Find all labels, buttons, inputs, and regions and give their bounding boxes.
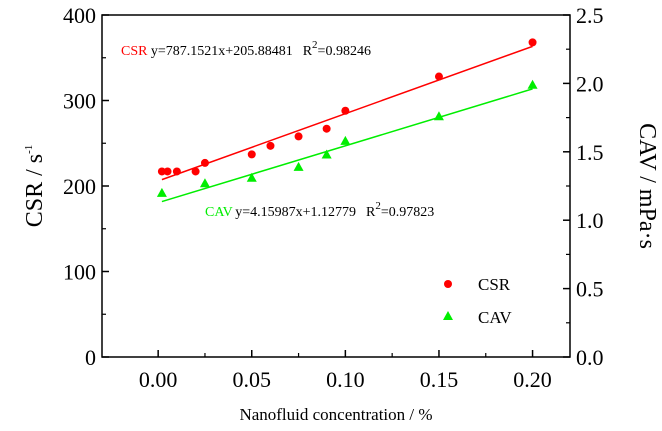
cav-equation-annotation: CAV y=4.15987x+1.12779 R2=0.97823 [205,200,434,220]
csr-point [172,167,181,176]
cav-equation-text: y=4.15987x+1.12779 [235,205,356,220]
cav-r2-sup: 2 [375,200,381,212]
csr-point [294,132,303,141]
csr-point [528,38,537,47]
csr-equation-text: y=787.1521x+205.88481 [151,44,293,59]
x-tick-label: 0.20 [513,367,552,392]
cav-point [156,187,167,197]
x-tick-label: 0.05 [233,367,272,392]
csr-point [266,141,275,150]
left-y-axis-ticks: 0 100 200 300 400 [63,3,109,370]
plot-area [101,14,571,358]
right-y-tick-label: 0.5 [576,277,604,302]
plot-frame [101,14,571,358]
csr-point [191,167,200,176]
csr-r2-prefix: R [303,44,313,59]
cav-r2-value: =0.97823 [381,205,434,220]
right-y-axis-title: CAV / mPa·s [634,123,660,249]
csr-point [157,167,166,176]
left-y-tick-label: 200 [63,174,96,199]
csr-equation-label: CSR [121,44,148,59]
left-y-axis-title-sup: -1 [23,145,35,154]
left-y-tick-label: 0 [85,345,96,370]
x-tick-label: 0.10 [326,367,365,392]
csr-point [341,106,350,115]
csr-equation-annotation: CSR y=787.1521x+205.88481 R2=0.98246 [121,39,371,59]
right-y-tick-label: 1.0 [576,208,604,233]
fit-lines [161,45,533,203]
cav-point [293,161,304,171]
cav-r2-prefix: R [366,205,376,220]
data-points [156,38,538,197]
x-axis-title: Nanofluid concentration / % [239,405,432,424]
csr-r2-value: =0.98246 [318,44,371,59]
csr-point [163,167,172,176]
cav-point [340,135,351,145]
right-y-axis-ticks: 0.0 0.5 1.0 1.5 2.0 2.5 [563,3,604,370]
legend-cav-label: CAV [478,308,512,327]
right-y-tick-label: 1.5 [576,140,604,165]
x-tick-label: 0.00 [139,367,178,392]
cav-point [246,172,257,182]
right-y-tick-label: 2.5 [576,3,604,28]
left-y-axis-title-base: CSR / s [22,154,48,227]
x-tick-label: 0.15 [420,367,459,392]
cav-point [433,111,444,121]
csr-point [200,158,209,167]
right-y-tick-label: 2.0 [576,71,604,96]
left-y-tick-label: 100 [63,260,96,285]
cav-fit-line [161,88,533,203]
csr-point [247,150,256,159]
csr-point [322,124,331,133]
legend: CSR CAV [443,275,512,327]
cav-point [321,149,332,159]
left-y-tick-label: 300 [63,89,96,114]
csr-point [434,72,443,81]
x-axis-ticks: 0.00 0.05 0.10 0.15 0.20 [139,350,552,392]
csr-r2-sup: 2 [312,39,318,51]
cav-equation-label: CAV [205,205,233,220]
legend-csr-label: CSR [478,275,511,294]
legend-cav-marker [443,311,453,320]
cav-point [527,79,538,89]
left-y-axis-title: CSR / s-1 [22,145,48,228]
right-y-tick-label: 0.0 [576,345,604,370]
legend-csr-marker [444,280,452,288]
cav-point [199,178,210,188]
left-y-tick-label: 400 [63,3,96,28]
